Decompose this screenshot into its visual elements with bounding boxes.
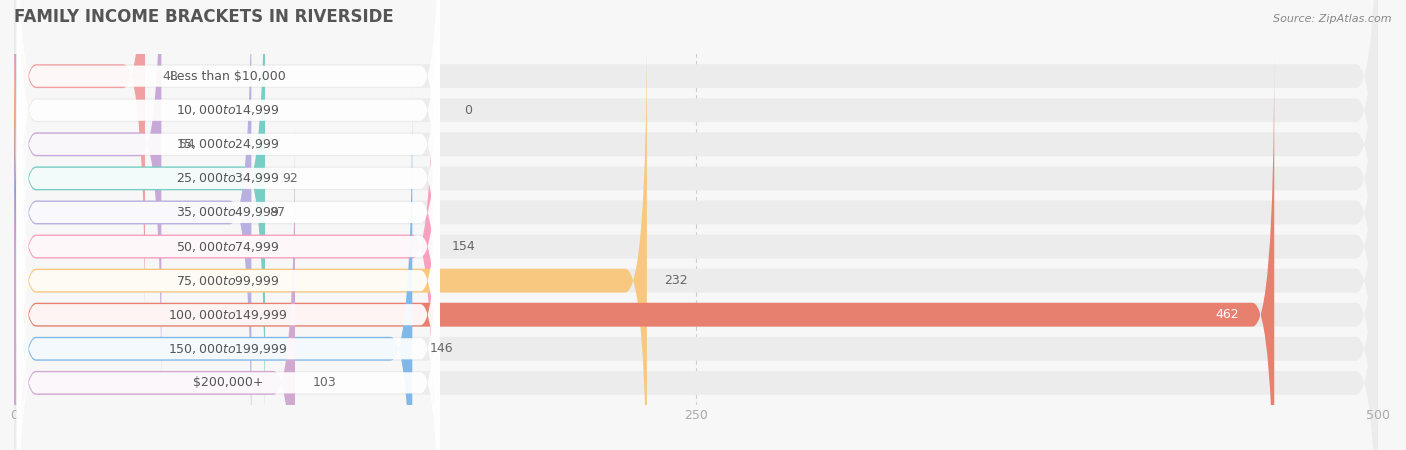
Text: 146: 146 xyxy=(430,342,454,355)
Text: $15,000 to $24,999: $15,000 to $24,999 xyxy=(176,137,280,151)
Text: $75,000 to $99,999: $75,000 to $99,999 xyxy=(176,274,280,288)
FancyBboxPatch shape xyxy=(14,54,1274,450)
FancyBboxPatch shape xyxy=(14,0,1378,371)
FancyBboxPatch shape xyxy=(14,0,252,450)
FancyBboxPatch shape xyxy=(17,0,440,406)
Text: $100,000 to $149,999: $100,000 to $149,999 xyxy=(169,308,288,322)
FancyBboxPatch shape xyxy=(14,0,264,439)
Text: FAMILY INCOME BRACKETS IN RIVERSIDE: FAMILY INCOME BRACKETS IN RIVERSIDE xyxy=(14,8,394,26)
FancyBboxPatch shape xyxy=(14,122,1378,450)
Text: 103: 103 xyxy=(312,376,336,389)
Text: 48: 48 xyxy=(163,70,179,83)
FancyBboxPatch shape xyxy=(17,53,440,450)
FancyBboxPatch shape xyxy=(14,0,1378,450)
Text: Less than $10,000: Less than $10,000 xyxy=(170,70,285,83)
Text: 87: 87 xyxy=(269,206,285,219)
FancyBboxPatch shape xyxy=(17,87,440,450)
FancyBboxPatch shape xyxy=(17,121,440,450)
FancyBboxPatch shape xyxy=(14,20,1378,450)
Text: Source: ZipAtlas.com: Source: ZipAtlas.com xyxy=(1274,14,1392,23)
FancyBboxPatch shape xyxy=(14,122,295,450)
FancyBboxPatch shape xyxy=(17,0,440,372)
FancyBboxPatch shape xyxy=(14,0,1378,405)
FancyBboxPatch shape xyxy=(14,0,1378,337)
Text: 54: 54 xyxy=(179,138,195,151)
Text: $200,000+: $200,000+ xyxy=(193,376,263,389)
FancyBboxPatch shape xyxy=(14,0,1378,450)
Text: $150,000 to $199,999: $150,000 to $199,999 xyxy=(169,342,288,356)
FancyBboxPatch shape xyxy=(14,0,162,405)
FancyBboxPatch shape xyxy=(14,0,434,450)
FancyBboxPatch shape xyxy=(14,88,412,450)
FancyBboxPatch shape xyxy=(14,54,1378,450)
Text: $25,000 to $34,999: $25,000 to $34,999 xyxy=(176,171,280,185)
Text: $10,000 to $14,999: $10,000 to $14,999 xyxy=(176,103,280,117)
Text: 154: 154 xyxy=(451,240,475,253)
Text: 92: 92 xyxy=(283,172,298,185)
FancyBboxPatch shape xyxy=(17,0,440,338)
Text: 462: 462 xyxy=(1215,308,1239,321)
Text: 0: 0 xyxy=(464,104,472,117)
FancyBboxPatch shape xyxy=(17,18,440,450)
FancyBboxPatch shape xyxy=(17,155,440,450)
FancyBboxPatch shape xyxy=(14,88,1378,450)
FancyBboxPatch shape xyxy=(17,0,440,441)
FancyBboxPatch shape xyxy=(14,20,647,450)
Text: 232: 232 xyxy=(665,274,688,287)
FancyBboxPatch shape xyxy=(14,0,1378,439)
FancyBboxPatch shape xyxy=(14,0,145,337)
FancyBboxPatch shape xyxy=(17,0,440,304)
Text: $50,000 to $74,999: $50,000 to $74,999 xyxy=(176,239,280,253)
Text: $35,000 to $49,999: $35,000 to $49,999 xyxy=(176,206,280,220)
